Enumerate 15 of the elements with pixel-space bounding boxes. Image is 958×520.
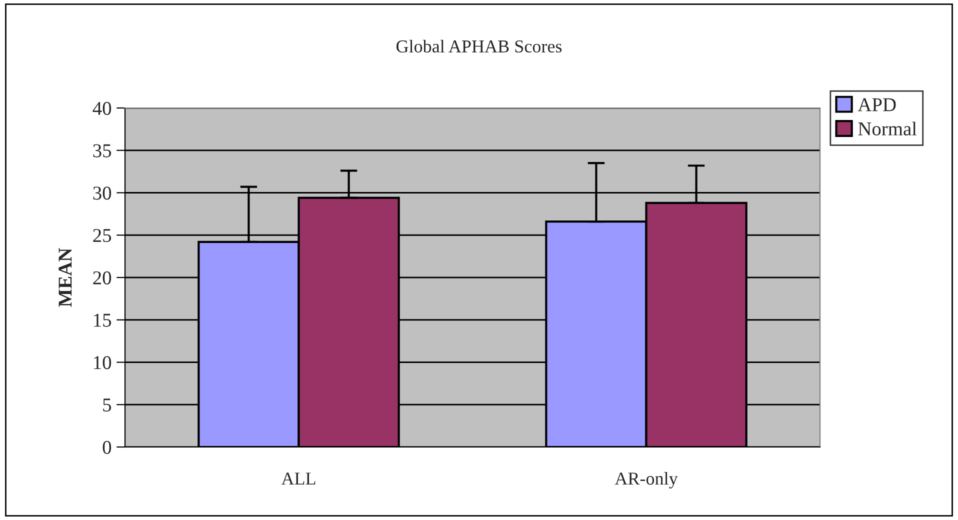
y-tick-label: 5 <box>103 398 112 412</box>
legend-label: APD <box>858 98 896 112</box>
legend-label: Normal <box>858 122 917 136</box>
x-tick-label: AR-only <box>614 472 678 488</box>
y-axis-title: MEAN <box>58 248 72 307</box>
y-tick-label: 35 <box>93 144 112 158</box>
y-tick-label: 25 <box>93 228 112 242</box>
x-tick-label: ALL <box>281 472 316 485</box>
y-tick-label: 0 <box>102 440 112 454</box>
y-tick-label: 10 <box>94 356 112 370</box>
chart-title: Global APHAB Scores <box>396 40 562 53</box>
y-tick-label: 20 <box>93 271 112 284</box>
y-tick-label: 30 <box>93 186 112 200</box>
y-tick-label: 15 <box>94 314 112 327</box>
y-tick-label: 40 <box>92 102 112 115</box>
